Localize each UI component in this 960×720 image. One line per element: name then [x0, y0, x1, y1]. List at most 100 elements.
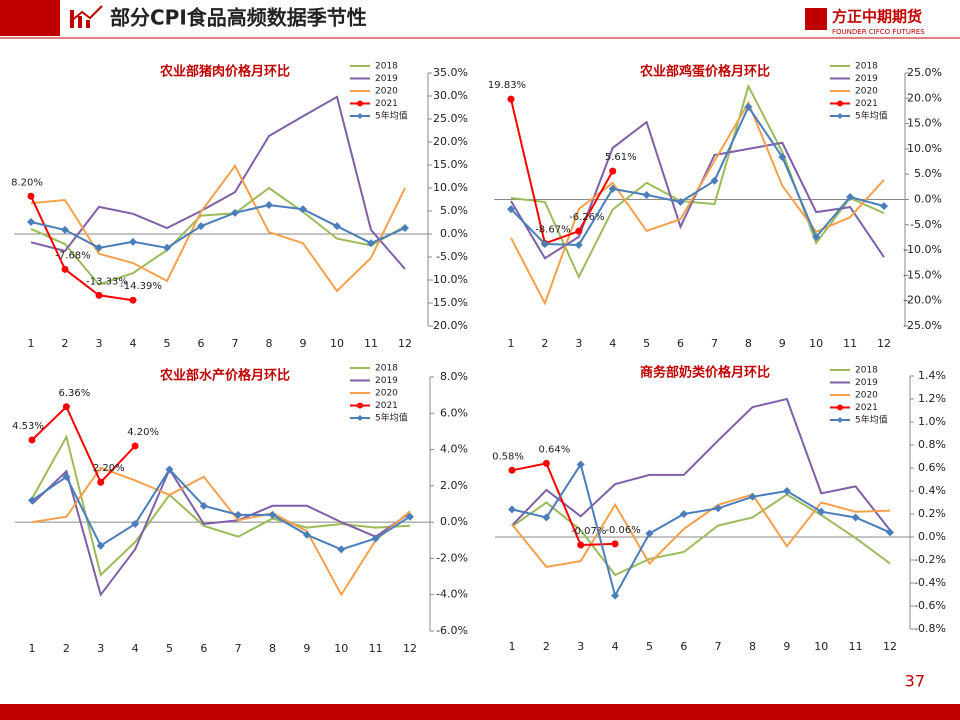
- y-tick-label: 8.0%: [440, 370, 468, 383]
- point: [163, 243, 171, 252]
- x-tick-label: 7: [232, 337, 239, 350]
- x-tick-label: 8: [749, 640, 756, 653]
- point: [131, 519, 140, 528]
- x-tick-label: 4: [130, 337, 137, 350]
- series-line: [30, 195, 134, 302]
- data-label: 5.61%: [605, 152, 637, 163]
- x-tick-label: 6: [200, 642, 207, 655]
- x-tick-label: 8: [745, 337, 752, 350]
- legend-label: 2018: [375, 364, 398, 374]
- point: [880, 202, 888, 211]
- series-line: [511, 462, 891, 599]
- logo-text: 方正中期期货: [832, 8, 922, 26]
- y-tick-label: 1.4%: [918, 369, 946, 382]
- page-number: 37: [905, 672, 925, 691]
- legend-item: 2020: [830, 391, 878, 401]
- point: [714, 504, 723, 513]
- x-tick-label: 4: [612, 640, 619, 653]
- legend-marker: [357, 402, 363, 409]
- x-tick-label: 9: [303, 642, 310, 655]
- legend-label: 2020: [855, 391, 878, 401]
- y-tick-label: -10.0%: [903, 243, 942, 256]
- series-line: [510, 83, 885, 280]
- series-line: [30, 164, 406, 293]
- point: [28, 496, 36, 505]
- x-tick-label: 11: [369, 642, 383, 655]
- point: [846, 192, 855, 201]
- y-tick-label: -0.6%: [914, 599, 946, 612]
- x-tick-label: 7: [235, 642, 242, 655]
- series-line: [30, 186, 406, 286]
- legend-marker: [357, 113, 363, 119]
- legend-item: 2018: [350, 62, 398, 72]
- y-tick-label: 0.0%: [914, 193, 942, 206]
- legend-item: 5年均值: [350, 110, 408, 122]
- x-tick-label: 5: [646, 640, 653, 653]
- y-tick-label: -4.0%: [436, 588, 468, 601]
- point: [507, 205, 515, 214]
- data-label: 19.83%: [488, 80, 526, 91]
- y-tick-label: 0.0%: [918, 530, 946, 543]
- legend-label: 2020: [375, 389, 398, 399]
- point: [676, 198, 685, 207]
- legend-label: 2018: [375, 62, 398, 72]
- point: [645, 529, 654, 538]
- legend-marker: [837, 404, 843, 411]
- point: [199, 501, 208, 510]
- legend-item: 2019: [830, 378, 878, 388]
- point: [337, 545, 346, 554]
- chart-title: 农业部鸡蛋价格月环比: [639, 64, 770, 80]
- point: [129, 296, 137, 304]
- legend-label: 2019: [855, 74, 878, 84]
- point: [268, 510, 277, 519]
- legend-label: 2018: [855, 366, 878, 376]
- legend-label: 2021: [375, 401, 398, 411]
- x-tick-label: 1: [509, 640, 516, 653]
- x-tick-label: 12: [877, 337, 891, 350]
- point: [62, 472, 71, 481]
- legend-item: 2019: [350, 74, 398, 84]
- x-tick-label: 2: [541, 337, 548, 350]
- point: [611, 540, 619, 548]
- y-tick-label: 25.0%: [433, 112, 468, 125]
- data-label: -0.07%: [571, 526, 606, 537]
- point: [508, 466, 516, 474]
- x-tick-label: 8: [266, 337, 273, 350]
- y-tick-label: -2.0%: [436, 551, 468, 564]
- y-tick-label: -6.0%: [436, 624, 468, 637]
- y-tick-label: 6.0%: [440, 406, 468, 419]
- y-tick-label: -10.0%: [429, 273, 468, 286]
- x-tick-label: 4: [132, 642, 139, 655]
- point: [507, 95, 515, 103]
- x-tick-label: 10: [814, 640, 828, 653]
- x-tick-label: 7: [711, 337, 718, 350]
- legend-item: 2019: [830, 74, 878, 84]
- point: [851, 513, 860, 522]
- y-tick-label: -20.0%: [903, 294, 942, 307]
- point: [576, 460, 585, 469]
- point: [577, 541, 585, 549]
- x-tick-label: 6: [680, 640, 687, 653]
- point: [812, 232, 821, 241]
- point: [608, 184, 617, 193]
- legend-label: 5年均值: [855, 414, 888, 426]
- legend-label: 5年均值: [375, 412, 408, 424]
- y-tick-label: 20.0%: [433, 135, 468, 148]
- point: [197, 222, 205, 231]
- x-tick-label: 4: [609, 337, 616, 350]
- series-line: [30, 95, 406, 270]
- series-line: [31, 466, 411, 597]
- legend-item: 2018: [830, 366, 878, 376]
- y-tick-label: 5.0%: [914, 167, 942, 180]
- point: [542, 513, 551, 522]
- legend-item: 5年均值: [350, 412, 408, 424]
- data-label: -7.68%: [55, 250, 90, 261]
- point: [609, 167, 617, 175]
- point: [817, 507, 826, 516]
- point: [778, 152, 787, 161]
- x-tick-label: 11: [364, 337, 378, 350]
- y-tick-label: 2.0%: [440, 479, 468, 492]
- legend-marker: [357, 415, 363, 421]
- x-tick-label: 6: [198, 337, 205, 350]
- data-label: 0.64%: [538, 444, 570, 455]
